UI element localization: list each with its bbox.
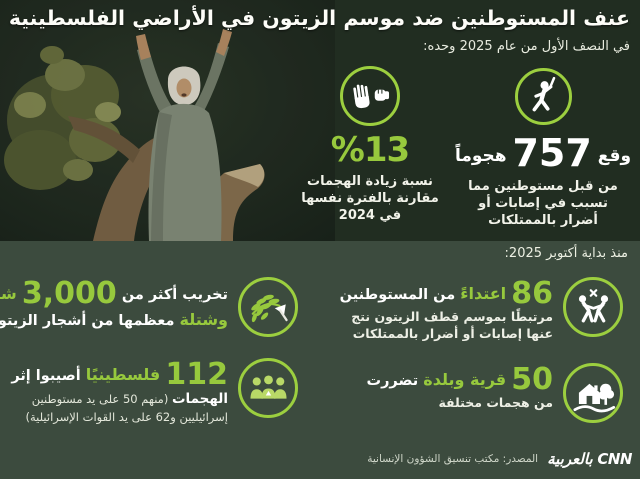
stat-increase-value: %13	[330, 130, 410, 170]
stat-villages-50: 50 قرية وبلدة تضررت من هجمات مختلفة	[366, 362, 623, 423]
village-icon	[563, 363, 623, 423]
stat-trees-text: تخريب أكثر من 3,000 شجرة وشتلة معظمها من…	[0, 276, 228, 329]
footer: CNN بالعربية المصدر: مكتب تنسيق الشؤون ا…	[367, 450, 632, 468]
stat-trees-3000: تخريب أكثر من 3,000 شجرة وشتلة معظمها من…	[0, 277, 298, 337]
bottom-section-background	[0, 241, 640, 479]
stop-violence-icon	[340, 66, 400, 126]
page-title: عنف المستوطنين ضد موسم الزيتون في الأراض…	[8, 6, 630, 30]
stat-villages-text: 50 قرية وبلدة تضررت من هجمات مختلفة	[366, 362, 554, 411]
clash-icon	[563, 277, 623, 337]
stat-assaults-text: 86 اعتداءً من المستوطنين مرتبطًا بموسم ق…	[339, 276, 554, 341]
olive-foliage-icon	[4, 46, 121, 190]
stat-attacks-headline: وقع 757 هجوماً	[454, 131, 632, 175]
stat-injured-text: 112 فلسطينيًا أصيبوا إثر الهجمات (منهم 5…	[11, 357, 229, 424]
stat-increase-description: نسبة زيادة الهجمات مقارنة بالفترة نفسها …	[301, 174, 439, 224]
attacker-icon	[514, 68, 572, 125]
stat-assaults-86: 86 اعتداءً من المستوطنين مرتبطًا بموسم ق…	[340, 277, 623, 343]
section-header-since-october: منذ بداية أكتوبر 2025:	[504, 246, 628, 261]
people-icon	[238, 358, 298, 418]
stat-attacks-757: وقع 757 هجوماً من قبل مستوطنين مما تسبب …	[450, 68, 636, 229]
olive-branch-icon	[238, 277, 298, 337]
source-credit: المصدر: مكتب تنسيق الشؤون الإنسانية	[367, 453, 539, 465]
page-subtitle: في النصف الأول من عام 2025 وحده:	[423, 39, 630, 54]
stat-injured-112: 112 فلسطينيًا أصيبوا إثر الهجمات (منهم 5…	[11, 358, 298, 425]
stat-increase-13: %13 نسبة زيادة الهجمات مقارنة بالفترة نف…	[282, 66, 458, 224]
stat-attacks-value: 757	[512, 131, 592, 175]
stat-attacks-description: من قبل مستوطنين مما تسبب في إصابات أو أض…	[468, 179, 618, 229]
photo-olive-harvest-woman	[0, 0, 335, 241]
cnn-arabic-logo: CNN بالعربية	[547, 450, 632, 468]
woman-figure	[136, 29, 232, 241]
